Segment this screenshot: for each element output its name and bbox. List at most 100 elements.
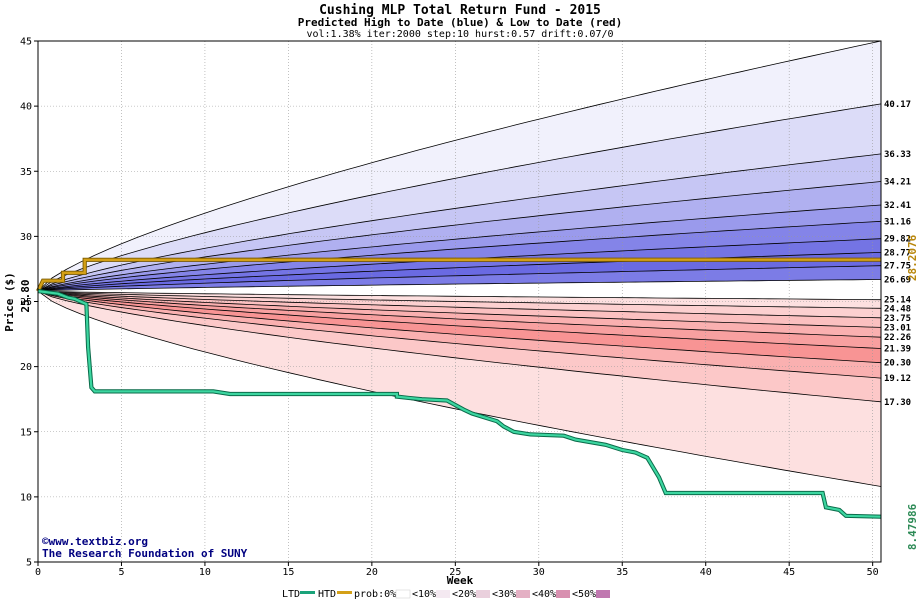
- chart-title: Cushing MLP Total Return Fund - 2015: [319, 3, 601, 18]
- contour-line-14: [38, 290, 881, 338]
- y-tick-label-40: 40: [20, 102, 32, 113]
- legend-swatch-30: [516, 590, 530, 598]
- end-label-low-4: 22.26: [884, 333, 911, 343]
- legend: LTD HTD prob:0% <10% <20% <30% <40% <50%: [282, 589, 610, 600]
- contour-line-0: [38, 41, 881, 292]
- contour-line-4: [38, 204, 881, 292]
- legend-swatch-50: [596, 590, 610, 598]
- contour-line-9: [38, 279, 881, 292]
- legend-ltd-swatch: [300, 591, 315, 594]
- end-label-low-1: 24.48: [884, 304, 911, 314]
- x-axis-label: Week: [447, 574, 474, 587]
- contour-line-1: [38, 103, 881, 292]
- band-low-5: [38, 291, 881, 363]
- x-tick-label-5: 5: [118, 567, 124, 578]
- end-label-high-7: 27.75: [884, 262, 911, 272]
- end-label-high-2: 34.21: [884, 178, 911, 188]
- x-tick-label-40: 40: [700, 567, 712, 578]
- legend-swatch-0: [395, 589, 411, 599]
- legend-swatch-10: [436, 590, 450, 598]
- band-high-0: [38, 41, 881, 292]
- contour-line-11: [38, 290, 881, 309]
- y-tick-label-30: 30: [20, 232, 32, 243]
- contour-line-2: [38, 153, 881, 292]
- start-price-label: 25.80: [19, 279, 32, 312]
- y-tick-label-45: 45: [20, 37, 32, 48]
- legend-b10-label: <10%: [412, 589, 436, 600]
- end-label-low-3: 23.01: [884, 323, 911, 333]
- y-tick-label-25: 25: [20, 297, 32, 308]
- x-tick-label-25: 25: [449, 567, 461, 578]
- y-tick-label-20: 20: [20, 362, 32, 373]
- y-tick-label-35: 35: [20, 167, 32, 178]
- legend-swatch-20: [476, 590, 490, 598]
- band-high-3: [38, 181, 881, 292]
- end-value-labels: 40.17 36.33 34.21 32.41 31.16 29.82 28.77 27.75…: [884, 100, 912, 408]
- y-tick-label-15: 15: [20, 427, 32, 438]
- contour-line-5: [38, 220, 881, 292]
- band-high-5: [38, 221, 881, 292]
- legend-b50-label: <50%: [572, 589, 596, 600]
- legend-b30-label: <30%: [492, 589, 516, 600]
- contour-line-8: [38, 265, 881, 292]
- end-label-high-8: 26.69: [884, 275, 911, 285]
- contour-line-15: [38, 290, 881, 349]
- end-label-low-7: 19.12: [884, 374, 911, 384]
- chart-params: vol:1.38% iter:2000 step:10 hurst:0.57 d…: [306, 29, 613, 40]
- contour-line-7: [38, 252, 881, 292]
- end-label-high-5: 29.82: [884, 235, 911, 245]
- band-low-8: [38, 291, 881, 487]
- band-low-4: [38, 291, 881, 349]
- legend-htd-label: HTD: [318, 589, 336, 600]
- y-axis-ticks: 5 10 15 20 25 30 35 40 45: [20, 37, 38, 569]
- end-label-high-3: 32.41: [884, 201, 911, 211]
- x-tick-label-20: 20: [366, 567, 378, 578]
- x-tick-label-50: 50: [867, 567, 879, 578]
- legend-ltd-label: LTD: [282, 589, 300, 600]
- htd-end-label: 28.2076: [906, 234, 919, 281]
- band-high-6: [38, 238, 881, 292]
- series-lines: [36, 257, 882, 519]
- y-axis-label: Price ($): [3, 272, 16, 332]
- contour-line-17: [38, 290, 881, 379]
- x-tick-label-35: 35: [616, 567, 628, 578]
- series-htd-line: [36, 258, 882, 292]
- series-ltd-line: [37, 290, 882, 518]
- legend-b40-label: <40%: [532, 589, 556, 600]
- credit-line-2: The Research Foundation of SUNY: [42, 547, 248, 560]
- x-tick-label-0: 0: [35, 567, 41, 578]
- legend-swatch-40: [556, 590, 570, 598]
- credit-line-1: ©www.textbiz.org: [42, 535, 148, 548]
- x-tick-label-45: 45: [783, 567, 795, 578]
- end-label-high-1: 36.33: [884, 150, 911, 160]
- x-axis-ticks: 0 5 10 15 20 25 30 35 40 45 50: [35, 562, 879, 578]
- y-tick-label-10: 10: [20, 492, 32, 503]
- end-label-high-6: 28.77: [884, 248, 911, 258]
- band-high-4: [38, 205, 881, 292]
- chart-subtitle: Predicted High to Date (blue) & Low to D…: [298, 16, 623, 29]
- band-high-8: [38, 265, 881, 292]
- ltd-end-label: 8.47986: [906, 503, 919, 550]
- x-tick-label-10: 10: [199, 567, 211, 578]
- end-label-low-8: 17.30: [884, 398, 911, 408]
- contour-line-16: [38, 290, 881, 364]
- end-label-high-0: 40.17: [884, 100, 911, 110]
- contour-line-10: [38, 290, 881, 301]
- legend-prob-label: prob:0%: [354, 589, 396, 600]
- band-high-1: [38, 103, 881, 292]
- x-tick-label-15: 15: [282, 567, 294, 578]
- x-tick-label-30: 30: [533, 567, 545, 578]
- legend-htd-swatch: [337, 591, 352, 594]
- end-label-low-6: 20.30: [884, 359, 911, 369]
- contour-line-18: [38, 290, 881, 403]
- band-low-2: [38, 291, 881, 328]
- band-low-3: [38, 291, 881, 338]
- band-low-0: [38, 291, 881, 309]
- contour-line-12: [38, 290, 881, 319]
- end-label-low-5: 21.39: [884, 345, 911, 355]
- y-tick-label-5: 5: [26, 558, 32, 569]
- end-label-low-0: 25.14: [884, 296, 912, 306]
- legend-b20-label: <20%: [452, 589, 476, 600]
- contour-line-13: [38, 290, 881, 328]
